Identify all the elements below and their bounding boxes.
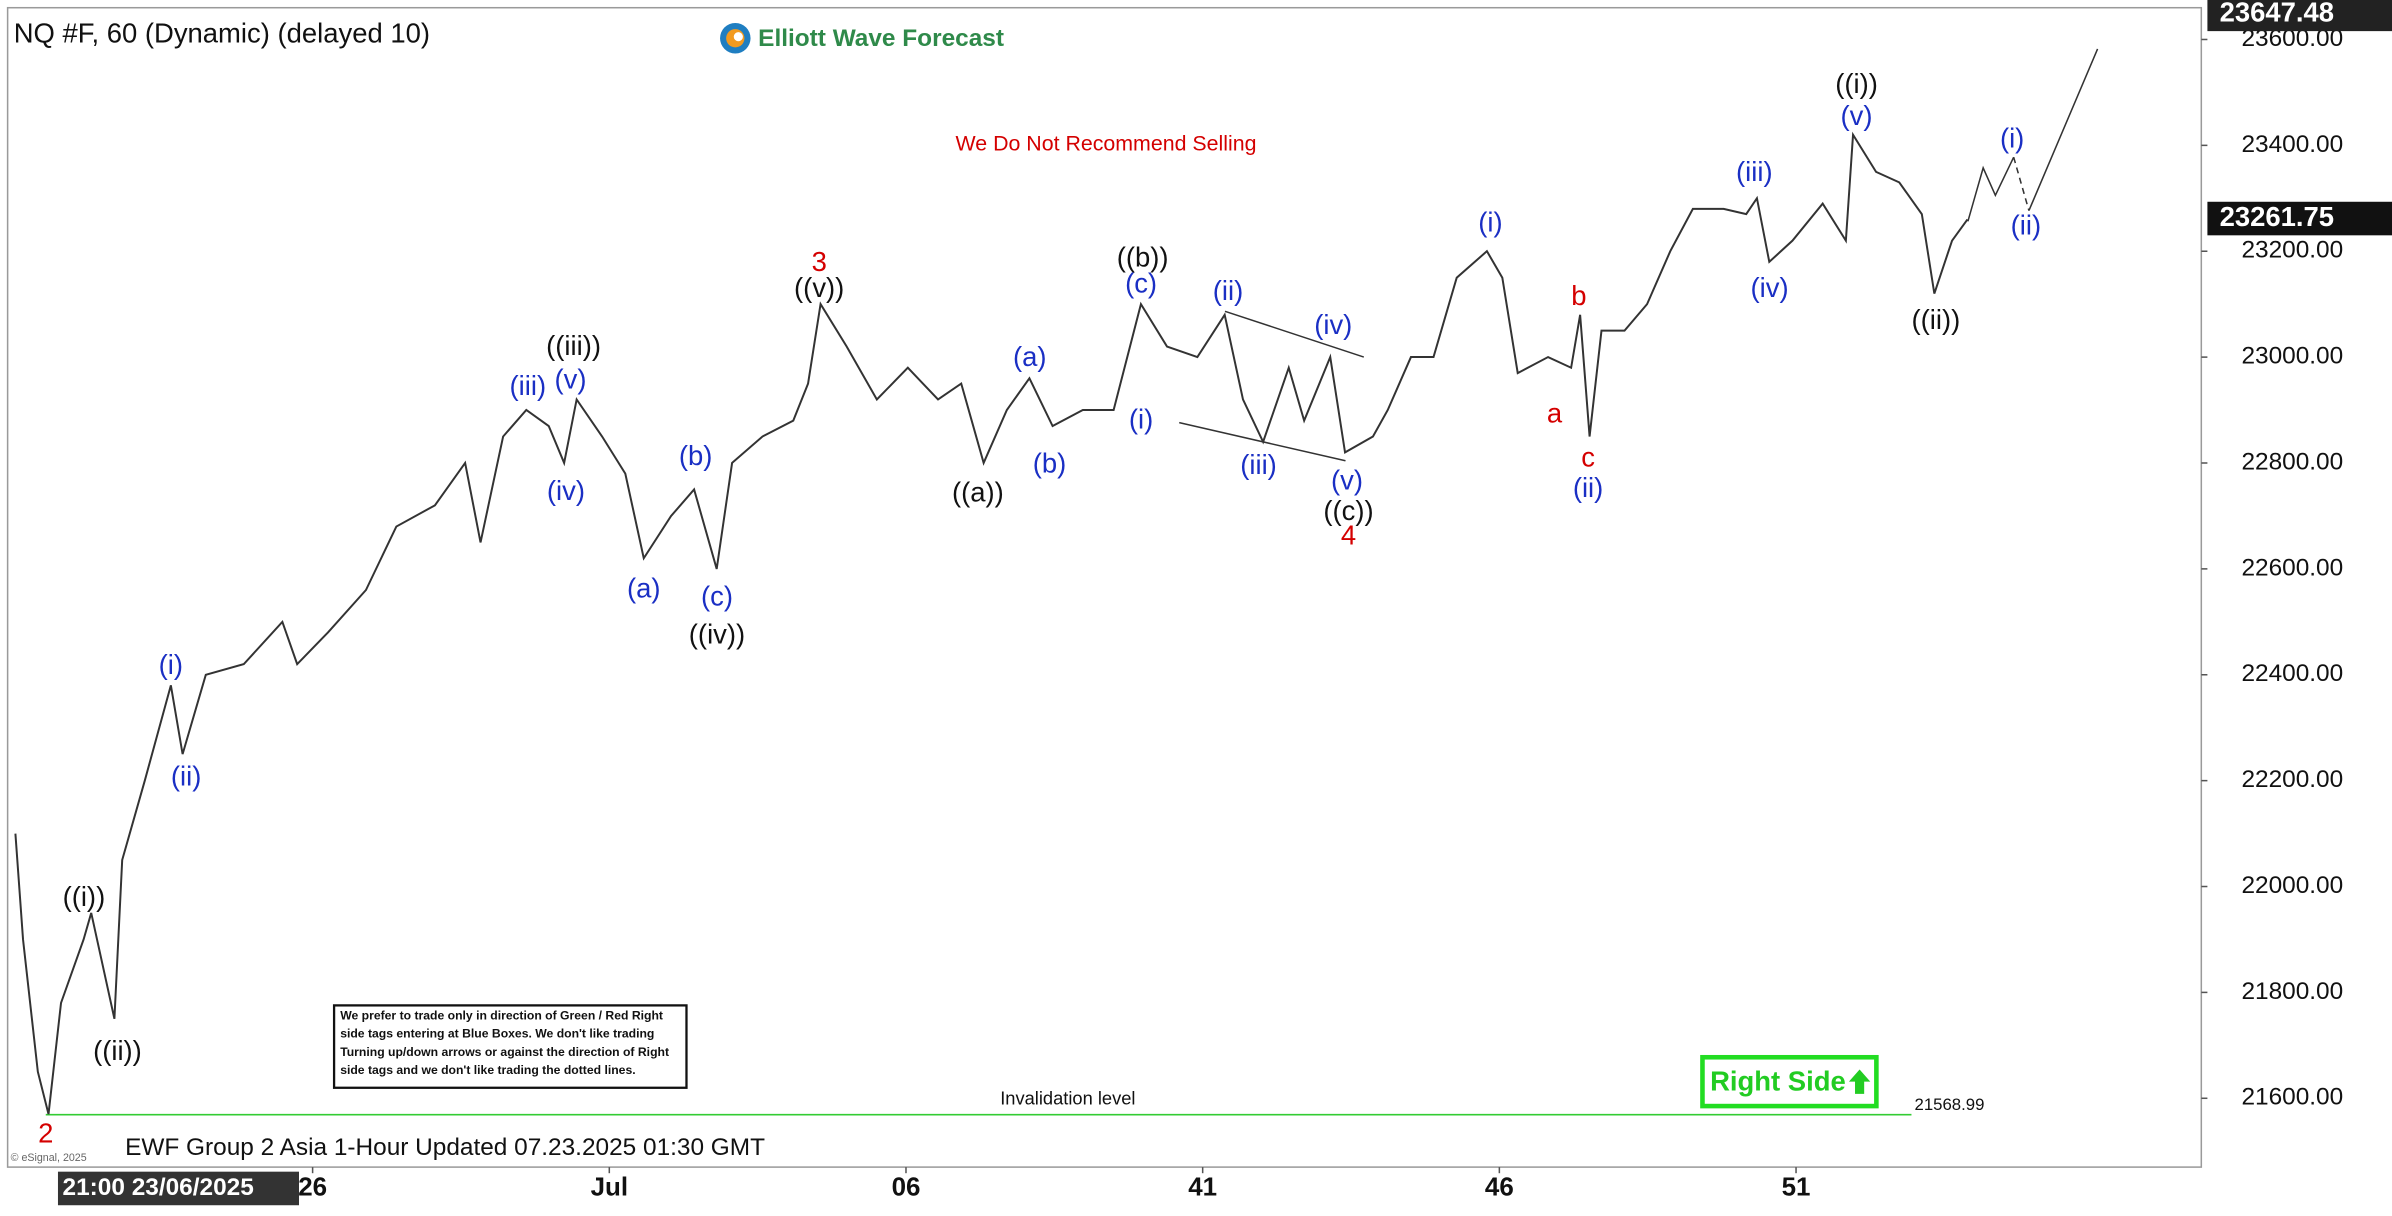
brand-name: Elliott Wave Forecast — [758, 25, 1004, 52]
wave-label: (iii) — [510, 370, 547, 401]
x-tick-label: 06 — [892, 1173, 921, 1201]
invalidation-value: 21568.99 — [1915, 1095, 1985, 1114]
last-price-label: 23261.75 — [2220, 201, 2334, 232]
x-tick-label: 41 — [1188, 1173, 1217, 1201]
wave-label: ((b)) — [1117, 242, 1169, 273]
wave-label: (b) — [1033, 448, 1067, 479]
wave-label: (i) — [1129, 403, 1153, 434]
note-line: We prefer to trade only in direction of … — [340, 1008, 663, 1022]
cursor-time: 21:00 23/06/2025 — [63, 1174, 254, 1201]
copyright: © eSignal, 2025 — [11, 1152, 87, 1164]
wave-label: (c) — [1125, 268, 1157, 299]
wave-label: 2 — [38, 1117, 53, 1148]
logo-icon — [733, 32, 743, 42]
wave-label: (iv) — [1314, 309, 1352, 340]
note-frame — [332, 1004, 688, 1089]
note-box: We prefer to trade only in direction of … — [332, 1004, 688, 1089]
warning-text: We Do Not Recommend Selling — [956, 132, 1257, 156]
cursor-time-box — [57, 1171, 299, 1206]
x-tick-label: 51 — [1782, 1173, 1811, 1201]
wave-label: (b) — [679, 440, 713, 471]
wave-label: 4 — [1341, 519, 1356, 550]
top-price-box — [2207, 0, 2392, 32]
plot-frame — [6, 6, 2203, 1168]
x-tick-label: 46 — [1485, 1173, 1514, 1201]
y-tick-label: 22600.00 — [2241, 554, 2343, 581]
projection-line — [2028, 48, 2099, 211]
wave-label: (ii) — [1213, 275, 1243, 306]
x-tick-label: 26 — [298, 1173, 327, 1201]
footer-text: EWF Group 2 Asia 1-Hour Updated 07.23.20… — [125, 1134, 765, 1161]
wave-label: (a) — [627, 573, 661, 604]
wave-label: ((ii)) — [1911, 304, 1960, 335]
tag-text: Right Side — [1710, 1065, 1846, 1096]
tag-arrow — [1848, 1069, 1871, 1094]
chart-title: NQ #F, 60 (Dynamic) (delayed 10) — [14, 17, 430, 48]
wave-label: (a) — [1013, 341, 1047, 372]
wave-label: ((iv)) — [689, 618, 745, 649]
wave-label: (i) — [1478, 207, 1502, 238]
projection-line — [2012, 157, 2030, 211]
wave-label: (i) — [2000, 123, 2024, 154]
wave-label: (iv) — [1751, 272, 1789, 303]
brand-logo: Elliott Wave Forecast — [720, 22, 1004, 54]
last-price-box — [2207, 201, 2392, 236]
y-tick-label: 23400.00 — [2241, 131, 2343, 158]
y-tick-label: 21800.00 — [2241, 978, 2343, 1005]
wave-label: (iii) — [1240, 449, 1277, 480]
wave-label: b — [1571, 280, 1586, 311]
wave-label: (iii) — [1736, 156, 1773, 187]
wave-label: ((i)) — [63, 881, 106, 912]
wave-label: (iv) — [547, 475, 585, 506]
wave-label: ((ii)) — [93, 1035, 142, 1066]
wave-label: 3 — [812, 246, 827, 277]
wave-label: (i) — [159, 649, 183, 680]
wave-label: (ii) — [171, 760, 201, 791]
wave-label: (ii) — [2011, 210, 2041, 241]
right-side-tag: Right Side — [1700, 1054, 1879, 1109]
y-tick-label: 22000.00 — [2241, 872, 2343, 899]
x-tick-label: Jul — [591, 1173, 628, 1201]
note-line: side tags and we don't like trading the … — [340, 1063, 635, 1077]
y-tick-label: 21600.00 — [2241, 1084, 2343, 1111]
note-line: side tags entering at Blue Boxes. We don… — [340, 1027, 654, 1041]
y-tick-label: 23000.00 — [2241, 343, 2343, 370]
top-price-label: 23647.48 — [2220, 0, 2334, 28]
wave-label: (c) — [701, 580, 733, 611]
y-tick-label: 22200.00 — [2241, 766, 2343, 793]
wave-label: ((iii)) — [546, 330, 601, 361]
wave-label: (v) — [1841, 100, 1873, 131]
wave-label: (v) — [1331, 464, 1363, 495]
wave-label: ((a)) — [952, 477, 1004, 508]
wave-label: (v) — [555, 364, 587, 395]
wave-label: a — [1547, 397, 1563, 428]
wave-label: ((c)) — [1323, 495, 1373, 526]
y-tick-label: 22400.00 — [2241, 660, 2343, 687]
wave-label: (ii) — [1573, 472, 1603, 503]
triangle-line — [1224, 310, 1365, 358]
projection-line — [1967, 156, 2015, 222]
price-line — [14, 131, 1969, 1115]
y-tick-label: 22800.00 — [2241, 448, 2343, 475]
wave-label: ((v)) — [794, 272, 844, 303]
y-tick-label: 23200.00 — [2241, 237, 2343, 264]
note-line: Turning up/down arrows or against the di… — [340, 1045, 669, 1059]
wave-label: ((i)) — [1835, 68, 1878, 99]
invalidation-label: Invalidation level — [1000, 1087, 1135, 1108]
tag-frame — [1700, 1054, 1879, 1109]
wave-label: c — [1581, 442, 1595, 473]
